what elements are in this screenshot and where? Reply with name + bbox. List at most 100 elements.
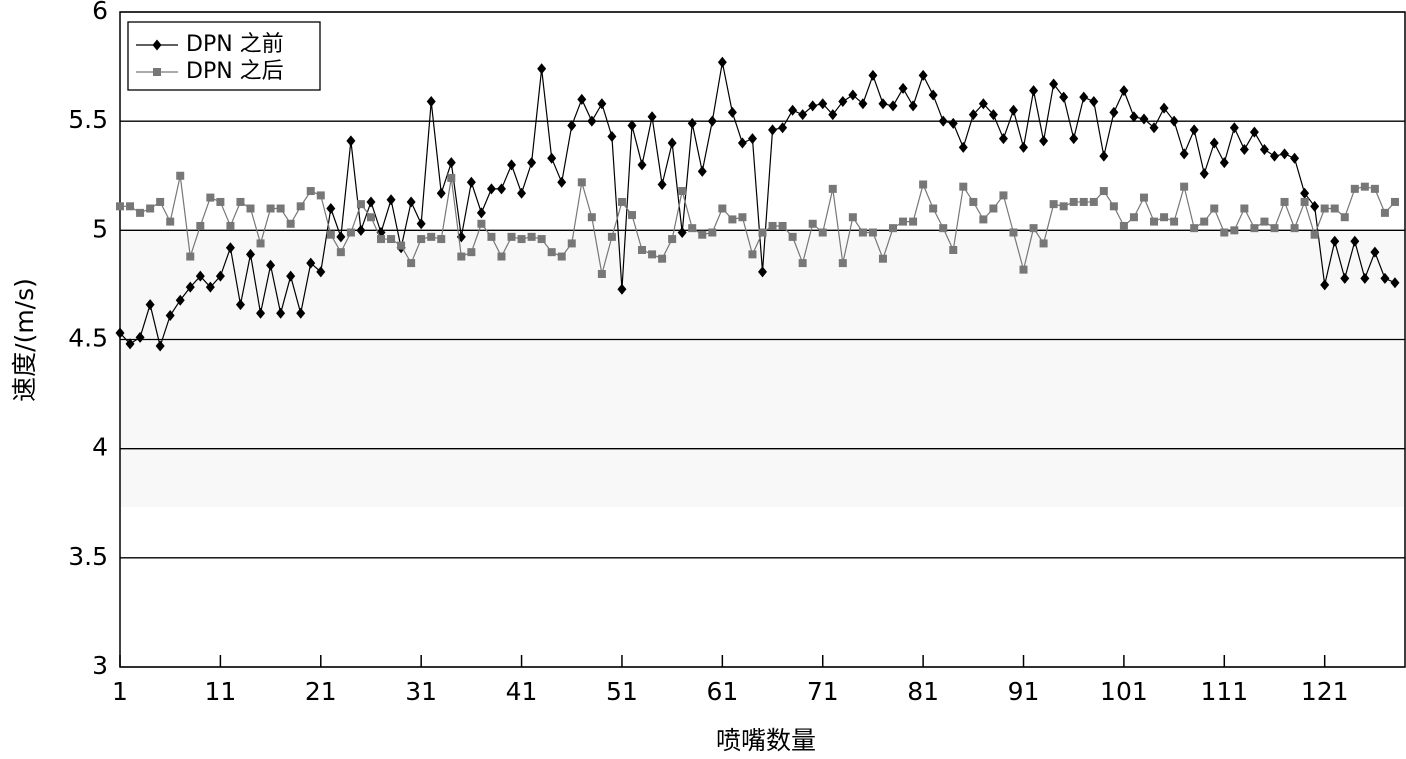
point bbox=[446, 157, 456, 169]
point bbox=[1109, 106, 1119, 118]
point bbox=[156, 197, 165, 206]
point bbox=[406, 196, 416, 208]
point bbox=[1280, 197, 1289, 206]
point bbox=[436, 187, 446, 199]
point bbox=[697, 165, 707, 177]
point bbox=[135, 331, 145, 343]
point bbox=[1340, 272, 1350, 284]
point bbox=[146, 204, 155, 213]
point bbox=[457, 252, 466, 261]
point bbox=[687, 117, 697, 129]
point bbox=[627, 211, 636, 220]
point bbox=[668, 235, 677, 244]
point bbox=[958, 141, 968, 153]
point bbox=[386, 194, 396, 206]
point bbox=[296, 307, 306, 319]
point bbox=[256, 307, 266, 319]
x-tick-label: 111 bbox=[1200, 677, 1248, 706]
point bbox=[1370, 184, 1379, 193]
point bbox=[1219, 157, 1229, 169]
point bbox=[416, 218, 426, 230]
point bbox=[377, 235, 386, 244]
point bbox=[1380, 272, 1390, 284]
y-tick-label: 6 bbox=[92, 0, 108, 25]
legend-marker bbox=[153, 68, 161, 76]
point bbox=[938, 115, 948, 127]
y-axis-label: 速度/(m/s) bbox=[10, 278, 39, 402]
point bbox=[607, 232, 616, 241]
point bbox=[727, 106, 737, 118]
point bbox=[1059, 202, 1068, 211]
x-tick-label: 61 bbox=[706, 677, 738, 706]
point bbox=[1320, 279, 1330, 291]
point bbox=[1069, 197, 1078, 206]
y-tick-label: 3 bbox=[92, 651, 108, 680]
point bbox=[1280, 148, 1290, 160]
point bbox=[718, 204, 727, 213]
point bbox=[326, 203, 336, 214]
point bbox=[1159, 102, 1169, 114]
point bbox=[356, 200, 365, 209]
x-tick-label: 51 bbox=[606, 677, 638, 706]
point bbox=[1129, 213, 1138, 222]
x-tick-label: 81 bbox=[907, 677, 939, 706]
point bbox=[798, 259, 807, 268]
point bbox=[196, 221, 205, 230]
point bbox=[466, 176, 476, 188]
point bbox=[918, 69, 928, 81]
point bbox=[496, 183, 506, 195]
point bbox=[316, 266, 326, 278]
point bbox=[186, 252, 195, 261]
point bbox=[1340, 213, 1349, 222]
point bbox=[346, 228, 355, 237]
point bbox=[547, 152, 557, 164]
point bbox=[276, 204, 285, 213]
point bbox=[1009, 228, 1018, 237]
point bbox=[1230, 226, 1239, 235]
point bbox=[1039, 239, 1048, 248]
point bbox=[788, 104, 798, 116]
point bbox=[889, 224, 898, 233]
point bbox=[276, 307, 286, 319]
point bbox=[658, 254, 667, 263]
point bbox=[125, 338, 135, 350]
point bbox=[707, 115, 717, 127]
point bbox=[1029, 224, 1038, 233]
point bbox=[1390, 197, 1399, 206]
point bbox=[266, 259, 276, 271]
point bbox=[216, 197, 225, 206]
point bbox=[447, 173, 456, 182]
point bbox=[627, 120, 637, 132]
point bbox=[828, 109, 838, 121]
point bbox=[306, 187, 315, 196]
point bbox=[678, 187, 687, 196]
point bbox=[999, 191, 1008, 200]
point bbox=[467, 248, 476, 257]
point bbox=[988, 109, 998, 121]
point bbox=[677, 227, 687, 239]
point bbox=[848, 213, 857, 222]
point bbox=[808, 100, 818, 112]
point bbox=[487, 232, 496, 241]
point bbox=[266, 204, 275, 213]
y-tick-label: 4.5 bbox=[68, 324, 108, 353]
series-line bbox=[119, 62, 1396, 349]
legend-label: DPN 之前 bbox=[186, 32, 284, 57]
point bbox=[1360, 272, 1370, 284]
point bbox=[1249, 126, 1259, 138]
point bbox=[989, 204, 998, 213]
point bbox=[688, 224, 697, 233]
point bbox=[486, 183, 496, 195]
legend-marker bbox=[152, 39, 162, 51]
point bbox=[306, 257, 316, 269]
point bbox=[517, 235, 526, 244]
point bbox=[527, 157, 537, 169]
point bbox=[979, 215, 988, 224]
point bbox=[1049, 200, 1058, 209]
point bbox=[537, 235, 546, 244]
point bbox=[1260, 217, 1269, 226]
point bbox=[1150, 217, 1159, 226]
point bbox=[1008, 104, 1018, 116]
point bbox=[176, 171, 185, 180]
point bbox=[899, 217, 908, 226]
